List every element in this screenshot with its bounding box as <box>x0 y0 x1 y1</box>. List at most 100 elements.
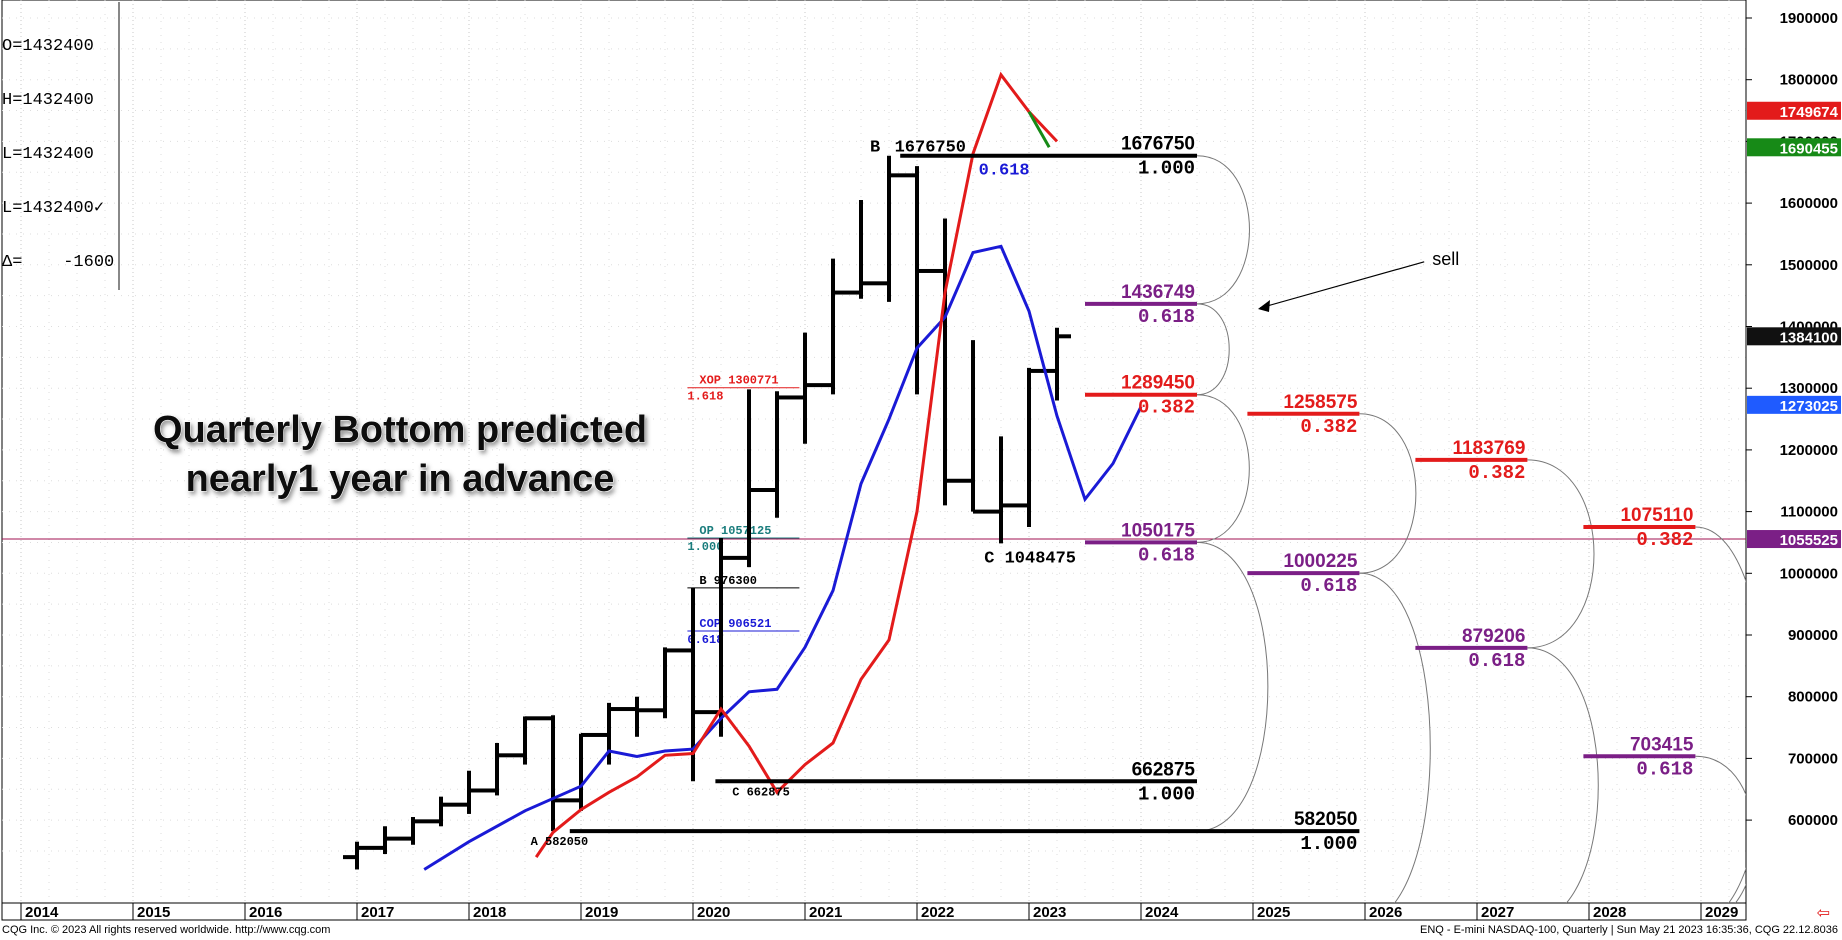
pivot-label: C 1048475 <box>984 549 1076 568</box>
x-tick-label: 2026 <box>1369 904 1402 921</box>
price-tag-box <box>1747 101 1841 120</box>
ohlc-bar <box>847 200 875 299</box>
x-tick-label: 2021 <box>809 904 842 921</box>
y-tick-label: 700000 <box>1788 750 1838 767</box>
level-ratio-label: 0.618 <box>1138 306 1195 328</box>
ohlc-bar <box>539 715 567 832</box>
ohlc-low: L=1432400 <box>2 145 94 164</box>
sell-arrow-head <box>1258 300 1270 312</box>
projection-arc <box>1196 541 1269 832</box>
level-ratio-label: 0.618 <box>1138 544 1195 566</box>
price-tag-label: 1384100 <box>1780 329 1838 346</box>
series-line <box>423 244 1143 871</box>
ohlc-bar <box>343 841 371 870</box>
x-tick-label: 2022 <box>921 904 954 921</box>
level-price-label: 1436749 <box>1121 282 1195 303</box>
ohlc-bar <box>399 817 427 845</box>
ohlc-delta: Δ= -1600 <box>2 253 115 272</box>
y-tick-label: 800000 <box>1788 689 1838 706</box>
sell-annotation: sell <box>1432 249 1459 269</box>
ohlc-bar <box>371 826 399 855</box>
level-ratio-label: 0.618 <box>1636 758 1693 780</box>
x-tick-label: 2020 <box>697 904 730 921</box>
sell-arrow-line <box>1259 261 1425 309</box>
level-price-label: 1050175 <box>1121 520 1195 541</box>
ohlc-bar <box>567 732 595 811</box>
thin-level-bottom-label: 0.618 <box>687 633 723 647</box>
level-price-label: 879206 <box>1462 626 1525 647</box>
level-price-label: 703415 <box>1630 734 1694 755</box>
projection-arc <box>1359 572 1431 903</box>
price-tag-label: 1273025 <box>1780 398 1838 415</box>
instrument-footer: ENQ - E-mini NASDAQ-100, Quarterly | Sun… <box>1419 924 1838 936</box>
price-tag: 1273025 <box>1747 395 1841 415</box>
x-tick-label: 2018 <box>473 904 506 921</box>
y-tick-label: 1900000 <box>1780 10 1838 27</box>
x-tick-label: 2019 <box>585 904 618 921</box>
price-tag-box <box>1747 327 1841 346</box>
level-ratio-label: 0.618 <box>1300 575 1357 597</box>
level-price-label: 1289450 <box>1121 373 1195 394</box>
ohlc-bar <box>819 258 847 395</box>
ohlc-last: L=1432400✓ <box>2 199 105 218</box>
level-price-label: 1258575 <box>1283 392 1357 413</box>
projection-arc <box>1196 155 1250 305</box>
ohlc-bar <box>791 332 819 444</box>
x-tick-label: 2025 <box>1257 904 1290 921</box>
pivot-label: 0.618 <box>979 162 1030 181</box>
pivot-label: A 582050 <box>531 835 589 849</box>
headline-line: Quarterly Bottom predicted <box>153 409 647 451</box>
y-tick-label: 1300000 <box>1780 380 1838 397</box>
price-tag-box <box>1747 530 1841 549</box>
ohlc-bar <box>903 166 931 395</box>
ohlc-bar <box>511 716 539 765</box>
price-tag: 1055525 <box>1747 530 1841 549</box>
level-price-label: 662875 <box>1132 759 1196 780</box>
y-tick-label: 1600000 <box>1780 195 1838 212</box>
thin-level-bottom-label: 1.618 <box>687 390 723 404</box>
y-tick-label: 600000 <box>1788 812 1838 829</box>
level-price-label: 1000225 <box>1283 551 1357 572</box>
y-tick-label: 1000000 <box>1780 565 1838 582</box>
headline-line: nearly1 year in advance <box>186 458 615 500</box>
level-ratio-label: 0.382 <box>1300 416 1357 438</box>
pivot-label: C 662875 <box>732 785 790 799</box>
ohlc-bar <box>455 770 483 814</box>
price-tag: 1690455 <box>1747 138 1841 157</box>
x-tick-label: 2017 <box>361 904 394 921</box>
x-axis-band <box>1 902 1747 921</box>
x-tick-label: 2015 <box>137 904 170 921</box>
ohlc-bar <box>623 696 651 737</box>
level-ratio-label: 0.382 <box>1636 529 1693 551</box>
y-tick-label: 1100000 <box>1780 504 1838 521</box>
ohlc-bar <box>987 436 1015 544</box>
ohlc-bar <box>1015 367 1043 528</box>
y-tick-label: 1500000 <box>1780 257 1838 274</box>
level-ratio-label: 1.000 <box>1138 783 1195 805</box>
plot-area: XOP 1300771 1.618 OP 1057125 1.000 B 976300 C… <box>2 71 1746 903</box>
level-ratio-label: 0.382 <box>1468 462 1525 484</box>
y-tick-label: 1800000 <box>1780 72 1838 89</box>
x-tick-label: 2027 <box>1481 904 1514 921</box>
thin-level-top-label: OP 1057125 <box>699 524 771 538</box>
price-tag-box <box>1747 395 1841 414</box>
projection-arc <box>1196 394 1250 543</box>
projection-arc <box>1359 413 1417 574</box>
ohlc-bar <box>483 742 511 796</box>
projection-arc <box>1527 647 1599 903</box>
ohlc-high: H=1432400 <box>2 91 94 110</box>
copyright-footer: CQG Inc. © 2023 All rights reserved worl… <box>2 924 331 936</box>
y-tick-label: 900000 <box>1788 627 1838 644</box>
x-tick-label: 2014 <box>25 904 59 921</box>
ohlc-bar <box>427 796 455 827</box>
thin-level-top-label: B 976300 <box>699 574 757 588</box>
pivot-label: 1676750 <box>895 139 966 158</box>
x-tick-label: 2029 <box>1705 904 1738 921</box>
x-tick-label: 2024 <box>1145 904 1179 921</box>
level-ratio-label: 0.618 <box>1468 650 1525 672</box>
thin-level-top-label: XOP 1300771 <box>699 374 778 388</box>
level-price-label: 1075110 <box>1620 505 1693 526</box>
price-tag: 1749674 <box>1747 101 1841 121</box>
price-tag-label: 1749674 <box>1780 104 1839 121</box>
